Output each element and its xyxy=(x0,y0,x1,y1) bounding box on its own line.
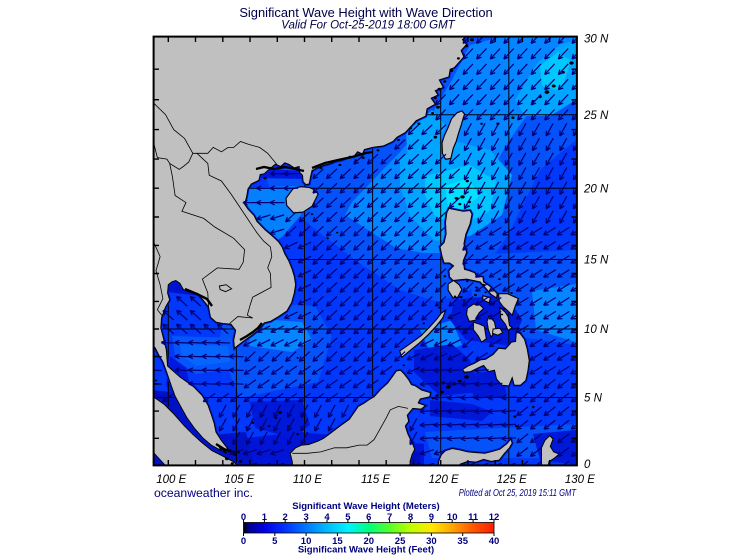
svg-text:Significant Wave Height with W: Significant Wave Height with Wave Direct… xyxy=(239,5,492,20)
svg-text:20: 20 xyxy=(364,536,375,547)
svg-text:5: 5 xyxy=(345,512,351,523)
svg-text:15: 15 xyxy=(332,536,343,547)
svg-text:125 E: 125 E xyxy=(497,474,527,486)
svg-text:Significant Wave Height (Meter: Significant Wave Height (Meters) xyxy=(292,501,439,512)
svg-text:110 E: 110 E xyxy=(293,474,323,486)
svg-text:3: 3 xyxy=(303,512,308,523)
svg-text:105 E: 105 E xyxy=(224,474,254,486)
svg-text:0: 0 xyxy=(241,536,246,547)
svg-text:30 N: 30 N xyxy=(584,33,609,45)
svg-text:40: 40 xyxy=(489,536,500,547)
svg-text:2: 2 xyxy=(283,512,288,523)
svg-text:5: 5 xyxy=(272,536,278,547)
svg-text:120 E: 120 E xyxy=(429,474,459,486)
svg-text:10 N: 10 N xyxy=(584,324,609,336)
svg-text:0: 0 xyxy=(241,512,246,523)
svg-text:130 E: 130 E xyxy=(565,474,595,486)
svg-text:100 E: 100 E xyxy=(156,474,186,486)
svg-text:8: 8 xyxy=(408,512,413,523)
svg-text:12: 12 xyxy=(489,512,500,523)
svg-text:Plotted at Oct 25, 2019 15:11: Plotted at Oct 25, 2019 15:11 GMT xyxy=(459,487,577,498)
svg-text:Significant Wave Height (Feet): Significant Wave Height (Feet) xyxy=(298,545,434,556)
svg-text:25 N: 25 N xyxy=(583,110,609,122)
svg-text:10: 10 xyxy=(301,536,312,547)
svg-text:25: 25 xyxy=(395,536,406,547)
svg-text:1: 1 xyxy=(262,512,268,523)
svg-text:20 N: 20 N xyxy=(583,183,609,195)
svg-text:oceanweather inc.: oceanweather inc. xyxy=(154,486,253,500)
svg-text:30: 30 xyxy=(426,536,437,547)
svg-text:4: 4 xyxy=(324,512,330,523)
svg-text:7: 7 xyxy=(387,512,392,523)
svg-text:Valid For Oct-25-2019 18:00 GM: Valid For Oct-25-2019 18:00 GMT xyxy=(281,20,455,32)
svg-text:115 E: 115 E xyxy=(361,474,391,486)
svg-text:35: 35 xyxy=(457,536,468,547)
svg-text:0: 0 xyxy=(584,459,591,471)
svg-text:9: 9 xyxy=(429,512,434,523)
svg-text:6: 6 xyxy=(366,512,371,523)
svg-text:11: 11 xyxy=(468,512,479,523)
svg-text:5 N: 5 N xyxy=(584,393,603,405)
svg-text:15 N: 15 N xyxy=(584,255,609,267)
svg-text:10: 10 xyxy=(447,512,458,523)
